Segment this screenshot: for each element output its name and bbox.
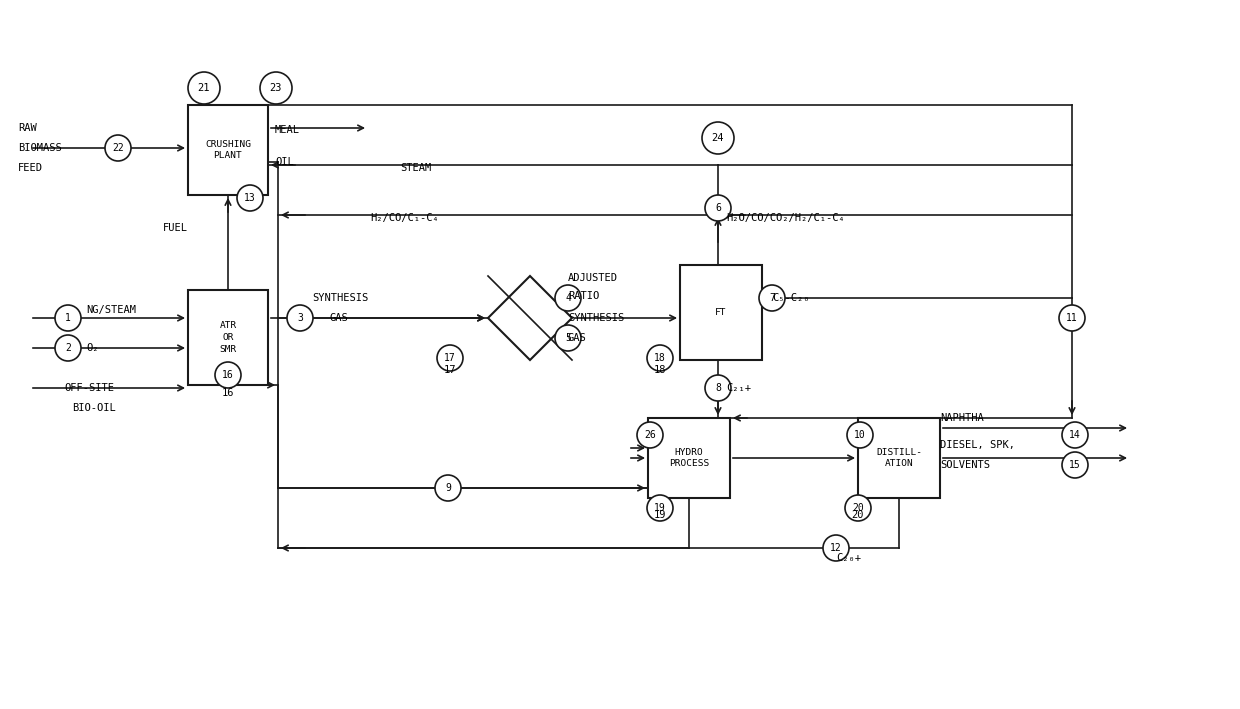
Text: DISTILL-
ATION: DISTILL- ATION bbox=[875, 447, 923, 469]
Text: 24: 24 bbox=[712, 133, 724, 143]
Text: 19: 19 bbox=[655, 503, 666, 513]
Circle shape bbox=[286, 305, 312, 331]
Text: ATR
OR
SMR: ATR OR SMR bbox=[219, 321, 237, 354]
Text: 8: 8 bbox=[715, 383, 720, 393]
Text: 6: 6 bbox=[715, 203, 720, 213]
Circle shape bbox=[556, 285, 582, 311]
Circle shape bbox=[702, 122, 734, 154]
Text: 12: 12 bbox=[830, 543, 842, 553]
Text: 21: 21 bbox=[197, 83, 211, 93]
Text: MEAL: MEAL bbox=[275, 125, 300, 135]
Text: 5: 5 bbox=[565, 333, 570, 343]
Text: 18: 18 bbox=[653, 365, 666, 375]
Circle shape bbox=[55, 305, 81, 331]
Text: ADJUSTED: ADJUSTED bbox=[568, 273, 618, 283]
Text: GAS: GAS bbox=[568, 333, 587, 343]
Text: 23: 23 bbox=[270, 83, 283, 93]
Text: 20: 20 bbox=[852, 510, 864, 520]
Circle shape bbox=[647, 495, 673, 521]
Text: 11: 11 bbox=[1066, 313, 1078, 323]
Text: O₂: O₂ bbox=[86, 343, 98, 353]
Circle shape bbox=[847, 422, 873, 448]
Text: NAPHTHA: NAPHTHA bbox=[940, 413, 983, 423]
Text: OIL: OIL bbox=[275, 157, 294, 167]
Circle shape bbox=[55, 335, 81, 361]
Text: 15: 15 bbox=[1069, 460, 1081, 470]
Text: 22: 22 bbox=[112, 143, 124, 153]
Text: 10: 10 bbox=[854, 430, 866, 440]
Text: RAW: RAW bbox=[19, 123, 37, 133]
Text: BIO-OIL: BIO-OIL bbox=[72, 403, 115, 413]
Text: 19: 19 bbox=[653, 510, 666, 520]
Circle shape bbox=[215, 362, 241, 388]
Circle shape bbox=[637, 422, 663, 448]
Text: C₂₀+: C₂₀+ bbox=[836, 553, 861, 563]
Polygon shape bbox=[489, 276, 572, 360]
Text: 26: 26 bbox=[644, 430, 656, 440]
Text: SOLVENTS: SOLVENTS bbox=[940, 460, 990, 470]
Bar bbox=[680, 265, 763, 360]
Bar bbox=[649, 418, 730, 498]
Text: 13: 13 bbox=[244, 193, 255, 203]
Text: 1: 1 bbox=[64, 313, 71, 323]
Text: C₅-C₂₀: C₅-C₂₀ bbox=[773, 293, 810, 303]
Text: H₂/CO/C₁-C₄: H₂/CO/C₁-C₄ bbox=[370, 213, 439, 223]
Text: FUEL: FUEL bbox=[162, 223, 188, 233]
Text: HYDRO
PROCESS: HYDRO PROCESS bbox=[668, 447, 709, 469]
Text: 14: 14 bbox=[1069, 430, 1081, 440]
Circle shape bbox=[237, 185, 263, 211]
Circle shape bbox=[188, 72, 219, 104]
Circle shape bbox=[1061, 422, 1087, 448]
Text: RATIO: RATIO bbox=[568, 291, 599, 301]
Circle shape bbox=[823, 535, 849, 561]
Bar bbox=[188, 105, 268, 195]
Text: CRUSHING
PLANT: CRUSHING PLANT bbox=[205, 140, 250, 160]
Circle shape bbox=[436, 345, 463, 371]
Text: H₂O/CO/CO₂/H₂/C₁-C₄: H₂O/CO/CO₂/H₂/C₁-C₄ bbox=[725, 213, 844, 223]
Text: 17: 17 bbox=[444, 353, 456, 363]
Text: BIOMASS: BIOMASS bbox=[19, 143, 62, 153]
Circle shape bbox=[105, 135, 131, 161]
Text: 16: 16 bbox=[222, 388, 234, 398]
Circle shape bbox=[1059, 305, 1085, 331]
Text: 4: 4 bbox=[565, 293, 570, 303]
Text: 2: 2 bbox=[64, 343, 71, 353]
Text: DIESEL, SPK,: DIESEL, SPK, bbox=[940, 440, 1016, 450]
Circle shape bbox=[556, 325, 582, 351]
Text: 3: 3 bbox=[298, 313, 303, 323]
Text: 18: 18 bbox=[655, 353, 666, 363]
Text: 9: 9 bbox=[445, 483, 451, 493]
Text: 20: 20 bbox=[852, 503, 864, 513]
Circle shape bbox=[706, 195, 732, 221]
Text: 17: 17 bbox=[444, 365, 456, 375]
Text: FEED: FEED bbox=[19, 163, 43, 173]
Circle shape bbox=[435, 475, 461, 501]
Text: 16: 16 bbox=[222, 370, 234, 380]
Text: FT: FT bbox=[715, 308, 727, 317]
Text: GAS: GAS bbox=[330, 313, 348, 323]
Text: NG/STEAM: NG/STEAM bbox=[86, 305, 136, 315]
Circle shape bbox=[1061, 452, 1087, 478]
Text: C₂₁+: C₂₁+ bbox=[725, 383, 751, 393]
Text: 7: 7 bbox=[769, 293, 775, 303]
Circle shape bbox=[260, 72, 291, 104]
Circle shape bbox=[647, 345, 673, 371]
Bar bbox=[188, 290, 268, 385]
Circle shape bbox=[844, 495, 870, 521]
Text: OFF-SITE: OFF-SITE bbox=[64, 383, 114, 393]
Text: SYNTHESIS: SYNTHESIS bbox=[568, 313, 624, 323]
Text: STEAM: STEAM bbox=[401, 163, 432, 173]
Bar bbox=[858, 418, 940, 498]
Circle shape bbox=[706, 375, 732, 401]
Text: SYNTHESIS: SYNTHESIS bbox=[312, 293, 368, 303]
Circle shape bbox=[759, 285, 785, 311]
